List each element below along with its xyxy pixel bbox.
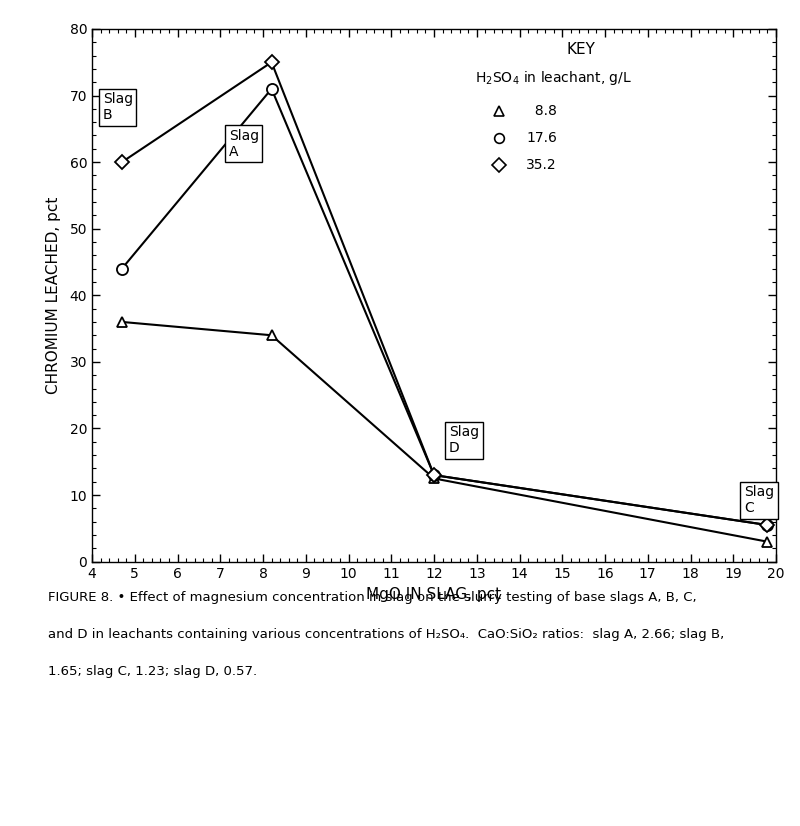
Text: Slag
C: Slag C	[744, 485, 774, 515]
Text: H$_2$SO$_4$ in leachant, g/L: H$_2$SO$_4$ in leachant, g/L	[475, 69, 632, 87]
Text: KEY: KEY	[566, 42, 595, 57]
Text: 17.6: 17.6	[526, 131, 558, 145]
Text: 35.2: 35.2	[526, 158, 557, 172]
Text: Slag
A: Slag A	[229, 129, 259, 159]
Text: 8.8: 8.8	[526, 105, 558, 118]
X-axis label: MgO IN SLAG, pct: MgO IN SLAG, pct	[366, 587, 502, 602]
Text: 1.65; slag C, 1.23; slag D, 0.57.: 1.65; slag C, 1.23; slag D, 0.57.	[48, 665, 257, 678]
Y-axis label: CHROMIUM LEACHED, pct: CHROMIUM LEACHED, pct	[46, 197, 61, 394]
Text: Slag
D: Slag D	[449, 425, 479, 455]
Text: and D in leachants containing various concentrations of H₂SO₄.  CaO:SiO₂ ratios:: and D in leachants containing various co…	[48, 628, 724, 641]
Text: Slag
B: Slag B	[102, 93, 133, 122]
Text: FIGURE 8. • Effect of magnesium concentration in slag on the slurry testing of b: FIGURE 8. • Effect of magnesium concentr…	[48, 591, 697, 604]
